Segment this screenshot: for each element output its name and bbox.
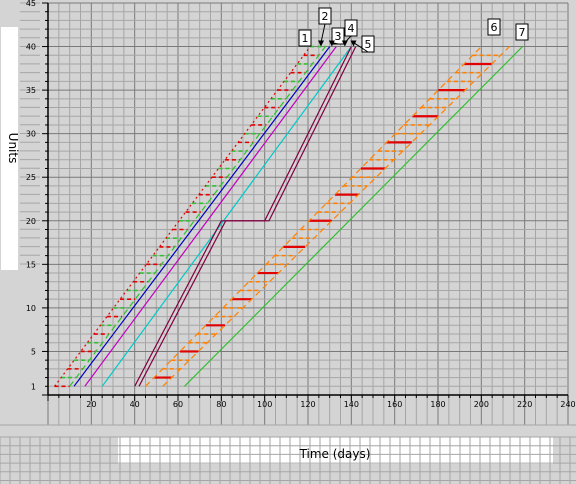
series-line-s7 bbox=[184, 46, 523, 387]
callout-box bbox=[298, 29, 312, 47]
axis-titles: Units Time (days) bbox=[6, 133, 370, 461]
series-line-s5b bbox=[138, 46, 357, 387]
callout-leader bbox=[353, 42, 369, 53]
y-tick-label: 15 bbox=[26, 260, 36, 269]
y-tick-label: 45 bbox=[26, 0, 36, 8]
x-tick-label: 200 bbox=[474, 400, 489, 409]
ylabel-panel bbox=[1, 27, 18, 270]
series-line-s1 bbox=[54, 46, 311, 387]
bands bbox=[54, 45, 501, 388]
callout-box bbox=[515, 23, 529, 41]
callout-6: 6 bbox=[487, 18, 501, 36]
x-tick-label: 20 bbox=[86, 400, 96, 409]
series-line-s6b bbox=[162, 46, 510, 387]
x-tick-label: 40 bbox=[130, 400, 140, 409]
series-line-s1b bbox=[69, 46, 326, 387]
x-axis-title: Time (days) bbox=[299, 447, 371, 461]
callout-2: 2 bbox=[318, 7, 332, 47]
y-tick-label: 20 bbox=[26, 217, 36, 226]
callout-leader bbox=[320, 23, 326, 43]
callout-3: 3 bbox=[328, 27, 345, 47]
callout-arrow bbox=[341, 40, 348, 47]
x-tick-label: 180 bbox=[430, 400, 445, 409]
callout-label: 3 bbox=[335, 30, 342, 43]
x-tick-label: 80 bbox=[216, 400, 226, 409]
callout-label: 2 bbox=[322, 10, 329, 23]
callout-label: 4 bbox=[348, 22, 355, 35]
x-tick-label: 60 bbox=[173, 400, 183, 409]
y-tick-label: 40 bbox=[26, 43, 36, 52]
series-line-s2 bbox=[73, 46, 331, 387]
callout-label: 5 bbox=[365, 38, 372, 51]
callout-5: 5 bbox=[350, 35, 375, 53]
callout-4: 4 bbox=[341, 19, 358, 47]
callout-label: 6 bbox=[491, 21, 498, 34]
callout-box bbox=[487, 18, 501, 36]
x-tick-label: 100 bbox=[257, 400, 272, 409]
x-tick-label: 240 bbox=[560, 400, 575, 409]
y-tick-label: 1 bbox=[31, 382, 36, 391]
series-layer bbox=[54, 46, 523, 387]
y-tick-label: 35 bbox=[26, 86, 36, 95]
callout-7: 7 bbox=[515, 23, 529, 41]
y-axis-title: Units bbox=[6, 133, 20, 164]
series-line-s3 bbox=[84, 46, 337, 387]
y-tick-label: 25 bbox=[26, 173, 36, 182]
y-tick-label: 5 bbox=[31, 347, 36, 356]
x-tick-label: 220 bbox=[517, 400, 532, 409]
series-line-s4 bbox=[101, 46, 352, 387]
x-tick-label: 120 bbox=[300, 400, 315, 409]
callout-label: 7 bbox=[519, 26, 526, 39]
callout-1: 1 bbox=[298, 29, 312, 47]
callout-arrow bbox=[350, 40, 357, 47]
x-tick-label: 140 bbox=[344, 400, 359, 409]
y-tick-label: 10 bbox=[26, 304, 36, 313]
y-tick-label: 30 bbox=[26, 130, 36, 139]
x-tick-label: 160 bbox=[387, 400, 402, 409]
callout-label: 1 bbox=[302, 32, 309, 45]
callout-arrow bbox=[318, 40, 324, 47]
callout-arrow bbox=[328, 40, 335, 47]
